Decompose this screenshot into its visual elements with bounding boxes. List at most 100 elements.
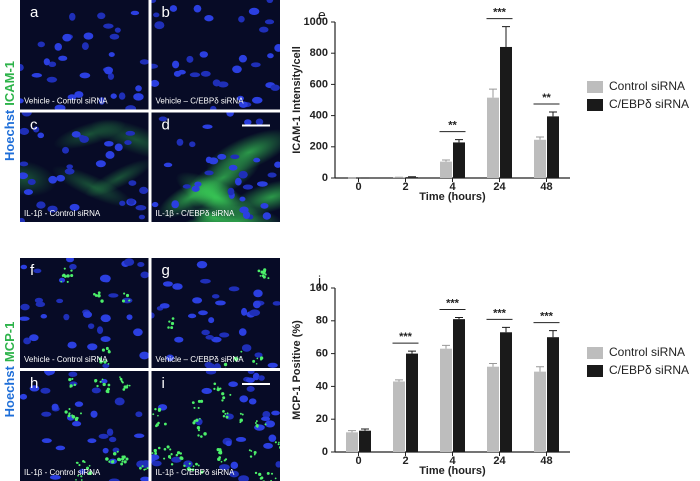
- marker-spot: [183, 464, 186, 467]
- bar: [440, 161, 452, 178]
- nucleus: [36, 201, 46, 209]
- nucleus: [41, 438, 52, 444]
- nucleus: [267, 53, 274, 59]
- marker-spot: [70, 273, 74, 278]
- nucleus: [268, 434, 277, 442]
- nucleus: [49, 474, 61, 480]
- nucleus: [103, 23, 114, 29]
- bar: [547, 116, 559, 178]
- marker-spot: [128, 299, 131, 302]
- nucleus: [154, 21, 165, 30]
- marker-spot: [229, 393, 232, 396]
- marker-spot: [192, 421, 196, 425]
- marker-spot: [171, 317, 175, 320]
- nucleus: [133, 433, 145, 439]
- x-tick-label: 0: [355, 181, 361, 193]
- marker-spot: [226, 412, 229, 415]
- nucleus: [248, 7, 260, 16]
- nucleus: [235, 436, 247, 442]
- nucleus: [213, 363, 221, 368]
- marker-spot: [146, 467, 149, 470]
- marker-spot: [125, 386, 129, 389]
- marker-spot: [167, 446, 169, 449]
- nucleus: [264, 19, 275, 25]
- marker-spot: [195, 418, 199, 422]
- nucleus: [226, 112, 234, 117]
- marker-spot: [119, 376, 121, 378]
- nucleus: [66, 164, 74, 169]
- nucleus: [219, 332, 230, 338]
- nucleus: [255, 118, 264, 126]
- nucleus: [262, 212, 272, 220]
- nucleus: [189, 72, 201, 78]
- nucleus: [266, 0, 274, 4]
- marker-spot: [168, 320, 171, 323]
- marker-spot: [219, 387, 222, 390]
- nucleus: [34, 297, 44, 304]
- marker-spot: [153, 448, 157, 453]
- nucleus: [109, 33, 120, 40]
- nucleus: [109, 436, 117, 443]
- nucleus: [151, 201, 159, 208]
- marker-spot: [117, 457, 121, 462]
- nucleus: [69, 203, 80, 211]
- nucleus: [79, 72, 91, 79]
- nucleus: [40, 387, 51, 394]
- nucleus: [48, 175, 58, 184]
- marker-spot: [196, 426, 201, 430]
- x-tick-label: 48: [540, 455, 552, 467]
- nucleus: [20, 172, 29, 180]
- marker-spot: [75, 461, 78, 464]
- nucleus: [139, 59, 149, 65]
- nucleus: [261, 416, 271, 422]
- nucleus: [210, 105, 217, 110]
- marker-spot: [108, 460, 111, 463]
- marker-spot: [239, 356, 242, 359]
- nucleus: [91, 387, 101, 394]
- nucleus: [202, 124, 213, 129]
- marker-spot: [258, 472, 262, 476]
- nucleus: [20, 316, 30, 321]
- nucleus: [238, 170, 248, 179]
- marker-spot: [248, 449, 251, 452]
- error-bar: [502, 326, 510, 333]
- nucleus: [29, 385, 40, 392]
- nucleus: [151, 454, 160, 461]
- marker-spot: [125, 293, 130, 298]
- marker-spot: [191, 468, 195, 472]
- marker-spot: [63, 267, 66, 270]
- marker-spot: [80, 479, 83, 481]
- nucleus: [182, 184, 192, 189]
- marker-spot: [121, 455, 124, 458]
- x-tick-label: 0: [355, 455, 361, 467]
- nucleus: [97, 12, 106, 20]
- panel-caption: Vehicle - Control siRNA: [24, 355, 108, 364]
- nucleus: [137, 261, 145, 267]
- nucleus: [102, 363, 110, 368]
- marker-spot: [123, 292, 126, 295]
- marker-spot: [224, 367, 227, 368]
- marker-spot: [123, 460, 127, 464]
- x-tick-label: 4: [449, 181, 456, 193]
- marker-spot: [256, 357, 259, 360]
- nucleus: [201, 329, 210, 336]
- nucleus: [254, 352, 263, 358]
- panel-letter: i: [162, 375, 165, 392]
- nucleus: [186, 55, 194, 63]
- nucleus: [79, 135, 89, 143]
- nucleus: [227, 187, 235, 196]
- error-bar: [549, 330, 557, 338]
- marker-spot: [99, 360, 103, 364]
- marker-spot: [197, 399, 201, 403]
- marker-spot: [83, 461, 86, 464]
- nucleus: [62, 146, 70, 154]
- marker-spot: [154, 407, 157, 411]
- y-tick-label: 400: [310, 110, 328, 122]
- nucleus: [114, 143, 123, 152]
- marker-spot: [188, 462, 191, 465]
- marker-spot: [105, 389, 110, 393]
- nucleus: [69, 263, 77, 270]
- nucleus: [244, 119, 252, 126]
- error-bar: [489, 362, 497, 367]
- x-tick-label: 2: [402, 455, 408, 467]
